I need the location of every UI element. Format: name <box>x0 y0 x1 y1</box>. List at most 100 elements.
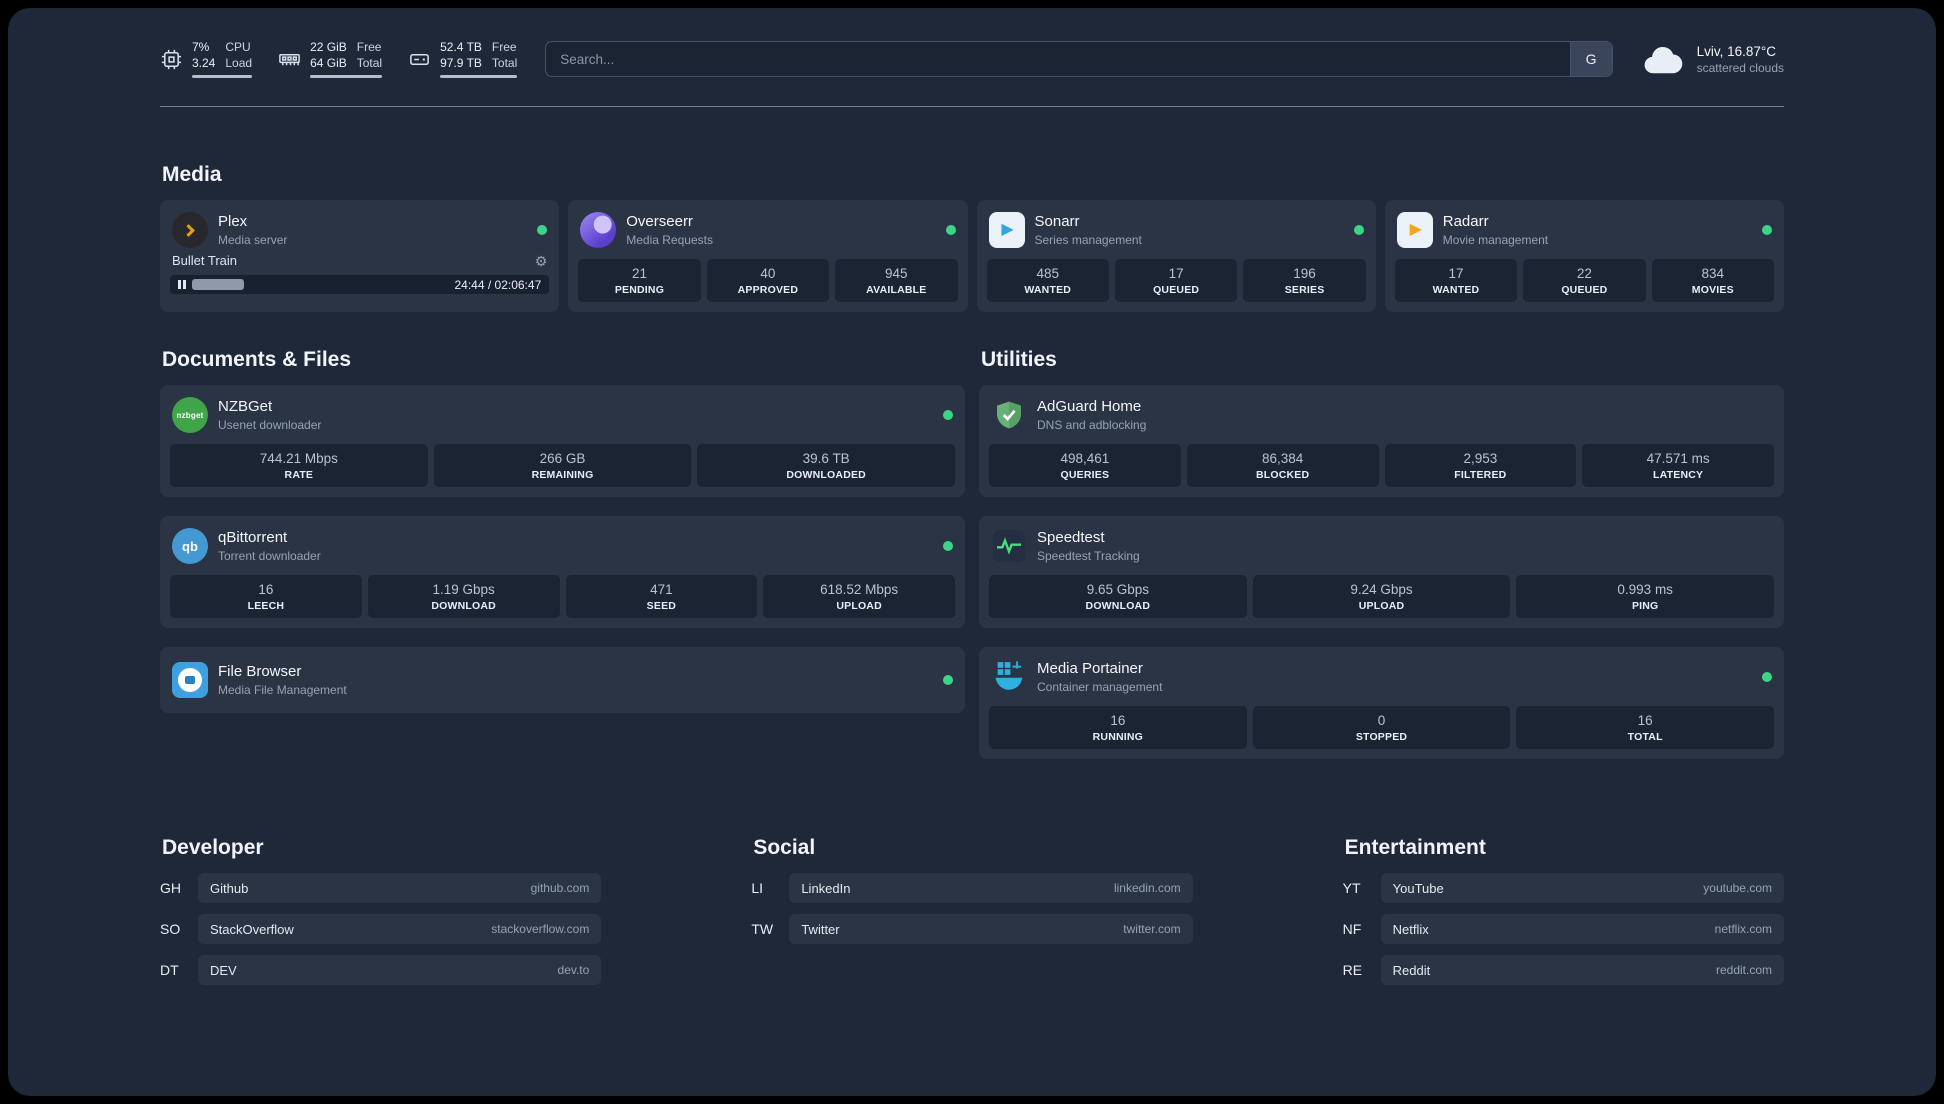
status-dot <box>945 225 956 236</box>
bookmark-domain: github.com <box>530 881 590 896</box>
service-card-qbittorrent[interactable]: qb qBittorrent Torrent downloader 16 LEE… <box>160 516 965 629</box>
service-card-plex[interactable]: Plex Media server Bullet Train ⚙ 24:44 /… <box>160 200 560 313</box>
status-dot <box>1353 225 1364 236</box>
stat-tile: 21 PENDING <box>578 259 701 303</box>
status-dot <box>943 410 953 421</box>
stat-tile: 40 APPROVED <box>706 259 830 303</box>
service-card-portainer[interactable]: Media Portainer Container management 16 … <box>979 647 1784 760</box>
sonarr-icon: ▶ <box>988 212 1025 249</box>
bookmark-row: DT DEV dev.to <box>160 955 602 986</box>
portainer-icon <box>991 659 1027 695</box>
bookmark-link-youtube[interactable]: YouTube youtube.com <box>1380 873 1784 904</box>
stat-tile: 16 RUNNING <box>989 706 1247 750</box>
service-name: Speedtest <box>1037 529 1105 547</box>
pause-icon[interactable] <box>178 280 186 290</box>
memory-free-value: 22 GiB <box>310 40 347 54</box>
service-description: Usenet downloader <box>218 418 322 433</box>
cpu-load-label: Load <box>225 55 253 70</box>
service-card-adguard[interactable]: AdGuard Home DNS and adblocking 498,461 … <box>979 385 1784 498</box>
stat-tile: 16 LEECH <box>170 575 362 619</box>
filebrowser-icon <box>172 662 208 699</box>
section-title-media: Media <box>162 163 222 187</box>
bookmark-row: TW Twitter twitter.com <box>751 914 1193 945</box>
service-card-filebrowser[interactable]: File Browser Media File Management <box>160 647 965 714</box>
status-dot <box>1762 225 1772 236</box>
service-description: Movie management <box>1442 233 1549 248</box>
weather-widget: Lviv, 16.87°C scattered clouds <box>1641 43 1784 75</box>
stat-tile: 2,953 FILTERED <box>1384 444 1577 488</box>
service-name: Overseerr <box>626 213 693 231</box>
topbar-divider <box>160 106 1784 108</box>
dashboard: 7% 3.24 CPU Load <box>8 8 1936 1096</box>
service-description: Media server <box>218 233 288 248</box>
stat-tile: 9.65 Gbps DOWNLOAD <box>989 575 1247 619</box>
stat-tile: 485 WANTED <box>986 259 1109 303</box>
service-card-sonarr[interactable]: ▶ Sonarr Series management 485 WANTED <box>976 200 1376 313</box>
service-name: NZBGet <box>218 398 273 416</box>
stat-tile: 39.6 TB DOWNLOADED <box>697 444 956 488</box>
stat-tile: 498,461 QUERIES <box>989 444 1181 488</box>
bookmark-row: NF Netflix netflix.com <box>1343 914 1784 945</box>
stat-tile: 471 SEED <box>565 575 758 619</box>
bookmark-abbr: YT <box>1342 880 1361 897</box>
section-title-documents: Documents & Files <box>162 348 352 372</box>
service-card-speedtest[interactable]: Speedtest Speedtest Tracking 9.65 Gbps D… <box>979 516 1784 629</box>
bookmark-link-netflix[interactable]: Netflix netflix.com <box>1380 914 1784 945</box>
bookmark-abbr: DT <box>160 962 179 979</box>
search-provider-button[interactable]: G <box>1569 42 1612 77</box>
bookmark-abbr: RE <box>1342 962 1363 979</box>
bookmark-abbr: SO <box>160 921 181 938</box>
bookmark-row: YT YouTube youtube.com <box>1342 873 1784 904</box>
section-utilities: Utilities AdGuard Home <box>979 348 1784 778</box>
bookmark-abbr: TW <box>751 921 774 938</box>
stat-tile: 618.52 Mbps UPLOAD <box>763 575 955 619</box>
bookmark-abbr: GH <box>160 880 181 897</box>
bookmark-link-dev[interactable]: DEV dev.to <box>198 955 602 986</box>
bookmark-domain: linkedin.com <box>1113 881 1181 896</box>
stat-tile: 0 STOPPED <box>1252 706 1511 750</box>
service-description: Series management <box>1034 233 1142 248</box>
bookmark-domain: youtube.com <box>1703 881 1772 896</box>
radarr-icon: ▶ <box>1396 212 1433 249</box>
memory-icon <box>278 48 301 71</box>
service-card-overseerr[interactable]: Overseerr Media Requests 21 PENDING 40 A… <box>568 200 968 313</box>
service-description: Container management <box>1037 680 1163 695</box>
service-description: Media Requests <box>626 233 713 248</box>
bookmark-link-github[interactable]: Github github.com <box>198 873 602 904</box>
stat-tile: 945 AVAILABLE <box>835 259 958 303</box>
cpu-widget: 7% 3.24 CPU Load <box>160 40 253 79</box>
disk-total-label: Total <box>491 55 518 70</box>
stat-tile: 0.993 ms PING <box>1516 575 1775 619</box>
service-description: Torrent downloader <box>218 549 321 564</box>
bookmark-name: YouTube <box>1392 880 1444 896</box>
stat-tile: 744.21 Mbps RATE <box>170 444 428 488</box>
playback-progress-bar: 24:44 / 02:06:47 <box>170 275 550 295</box>
settings-icon[interactable]: ⚙ <box>534 252 548 269</box>
service-card-nzbget[interactable]: nzbget NZBGet Usenet downloader 744.21 M… <box>160 385 965 498</box>
service-name: Radarr <box>1442 213 1489 231</box>
bookmark-domain: reddit.com <box>1715 963 1772 978</box>
bookmark-name: DEV <box>210 962 237 978</box>
memory-free-label: Free <box>356 40 382 54</box>
bookmark-link-stackoverflow[interactable]: StackOverflow stackoverflow.com <box>198 914 602 945</box>
service-name: Sonarr <box>1034 213 1080 231</box>
service-name: File Browser <box>218 663 302 681</box>
stat-tile: 834 MOVIES <box>1651 259 1775 303</box>
disk-widget: 52.4 TB 97.9 TB Free Total <box>408 40 518 79</box>
weather-location: Lviv, 16.87°C <box>1696 43 1777 59</box>
service-description: DNS and adblocking <box>1037 418 1147 433</box>
qbittorrent-icon: qb <box>172 528 208 565</box>
bookmarks-developer: Developer GH Github github.com SO StackO… <box>160 836 602 996</box>
section-documents: Documents & Files nzbget NZBGet Usenet d… <box>160 348 965 732</box>
stat-tile: 9.24 Gbps UPLOAD <box>1252 575 1511 619</box>
bookmark-link-twitter[interactable]: Twitter twitter.com <box>789 914 1193 945</box>
search-input[interactable] <box>546 42 1570 77</box>
cpu-usage-value: 7% <box>192 40 210 54</box>
stat-tile: 17 WANTED <box>1394 259 1518 303</box>
status-dot <box>1762 672 1772 683</box>
bookmark-link-linkedin[interactable]: LinkedIn linkedin.com <box>789 873 1193 904</box>
memory-usage-bar <box>310 75 383 79</box>
bookmark-link-reddit[interactable]: Reddit reddit.com <box>1380 955 1784 986</box>
service-card-radarr[interactable]: ▶ Radarr Movie management 17 WANTED <box>1384 200 1784 313</box>
service-name: Media Portainer <box>1037 660 1143 678</box>
